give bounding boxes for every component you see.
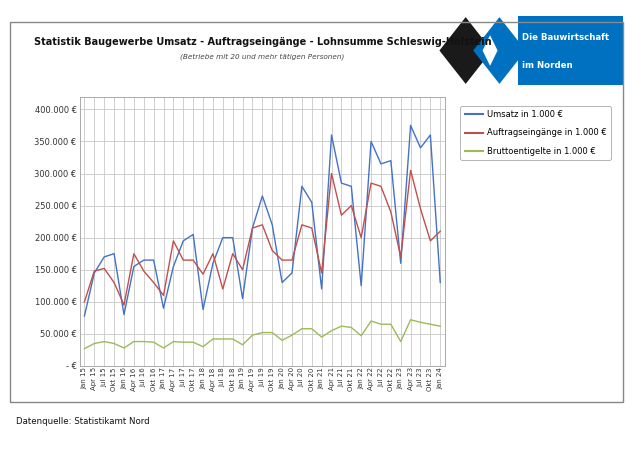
Polygon shape (483, 35, 497, 66)
Text: Datenquelle: Statistikamt Nord: Datenquelle: Statistikamt Nord (16, 417, 149, 426)
Polygon shape (439, 17, 492, 84)
FancyBboxPatch shape (518, 16, 623, 85)
Text: im Norden: im Norden (522, 62, 572, 70)
Text: Statistik Baugewerbe Umsatz - Auftragseingänge - Lohnsumme Schleswig-Holstein: Statistik Baugewerbe Umsatz - Auftragsei… (34, 37, 491, 47)
Legend: Umsatz in 1.000 €, Auftragseingänge in 1.000 €, Bruttoentigelte in 1.000 €: Umsatz in 1.000 €, Auftragseingänge in 1… (460, 106, 611, 160)
Text: Die Bauwirtschaft: Die Bauwirtschaft (522, 34, 609, 43)
Text: (Betriebe mit 20 und mehr tätigen Personen): (Betriebe mit 20 und mehr tätigen Person… (180, 53, 345, 60)
Polygon shape (473, 17, 526, 84)
